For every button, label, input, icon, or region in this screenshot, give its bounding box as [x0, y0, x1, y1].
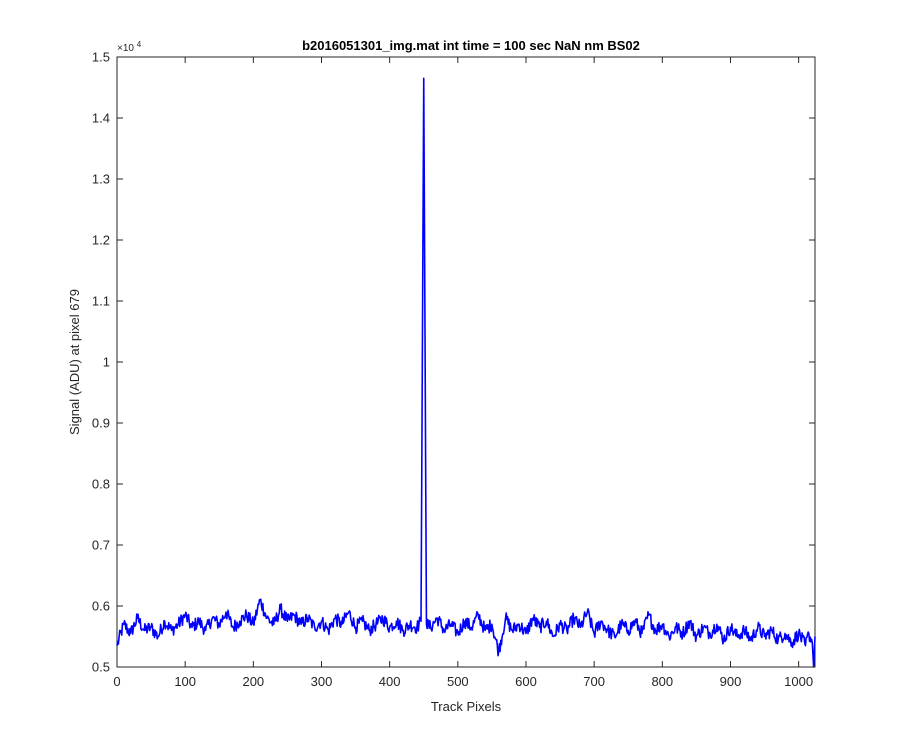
x-tick-label: 900	[720, 674, 742, 689]
y-axis-label: Signal (ADU) at pixel 679	[67, 289, 82, 435]
y-tick-label: 0.5	[92, 660, 110, 675]
chart-title: b2016051301_img.mat int time = 100 sec N…	[302, 38, 640, 53]
x-tick-label: 400	[379, 674, 401, 689]
y-axis: 0.5 0.6 0.7 0.8 0.9 1 1.1 1.2 1.3 1.4 1.5	[92, 50, 815, 675]
y-tick-label: 1	[103, 355, 110, 370]
x-tick-label: 600	[515, 674, 537, 689]
y-exponent-label: ×10 4	[117, 40, 142, 54]
axes-box	[116, 56, 816, 668]
y-tick-label: 1.2	[92, 233, 110, 248]
x-tick-label: 700	[583, 674, 605, 689]
x-tick-label: 0	[113, 674, 120, 689]
x-tick-label: 1000	[784, 674, 813, 689]
x-axis-label: Track Pixels	[431, 699, 502, 714]
x-tick-label: 800	[651, 674, 673, 689]
series-line	[116, 77, 816, 668]
x-tick-label: 500	[447, 674, 469, 689]
y-tick-label: 0.8	[92, 477, 110, 492]
y-tick-label: 0.9	[92, 416, 110, 431]
x-tick-label: 200	[242, 674, 264, 689]
x-tick-label: 300	[311, 674, 333, 689]
y-tick-label: 0.6	[92, 599, 110, 614]
plot-area	[116, 77, 816, 668]
y-tick-label: 1.4	[92, 111, 110, 126]
y-tick-label: 1.3	[92, 172, 110, 187]
x-tick-label: 100	[174, 674, 196, 689]
y-tick-label: 1.5	[92, 50, 110, 65]
y-tick-label: 0.7	[92, 538, 110, 553]
y-exponent-base: ×10	[117, 43, 134, 54]
y-exponent-power: 4	[137, 40, 142, 49]
y-tick-label: 1.1	[92, 294, 110, 309]
x-axis: 0 100 200 300 400 500 600 700 800 900 1000	[113, 57, 813, 689]
